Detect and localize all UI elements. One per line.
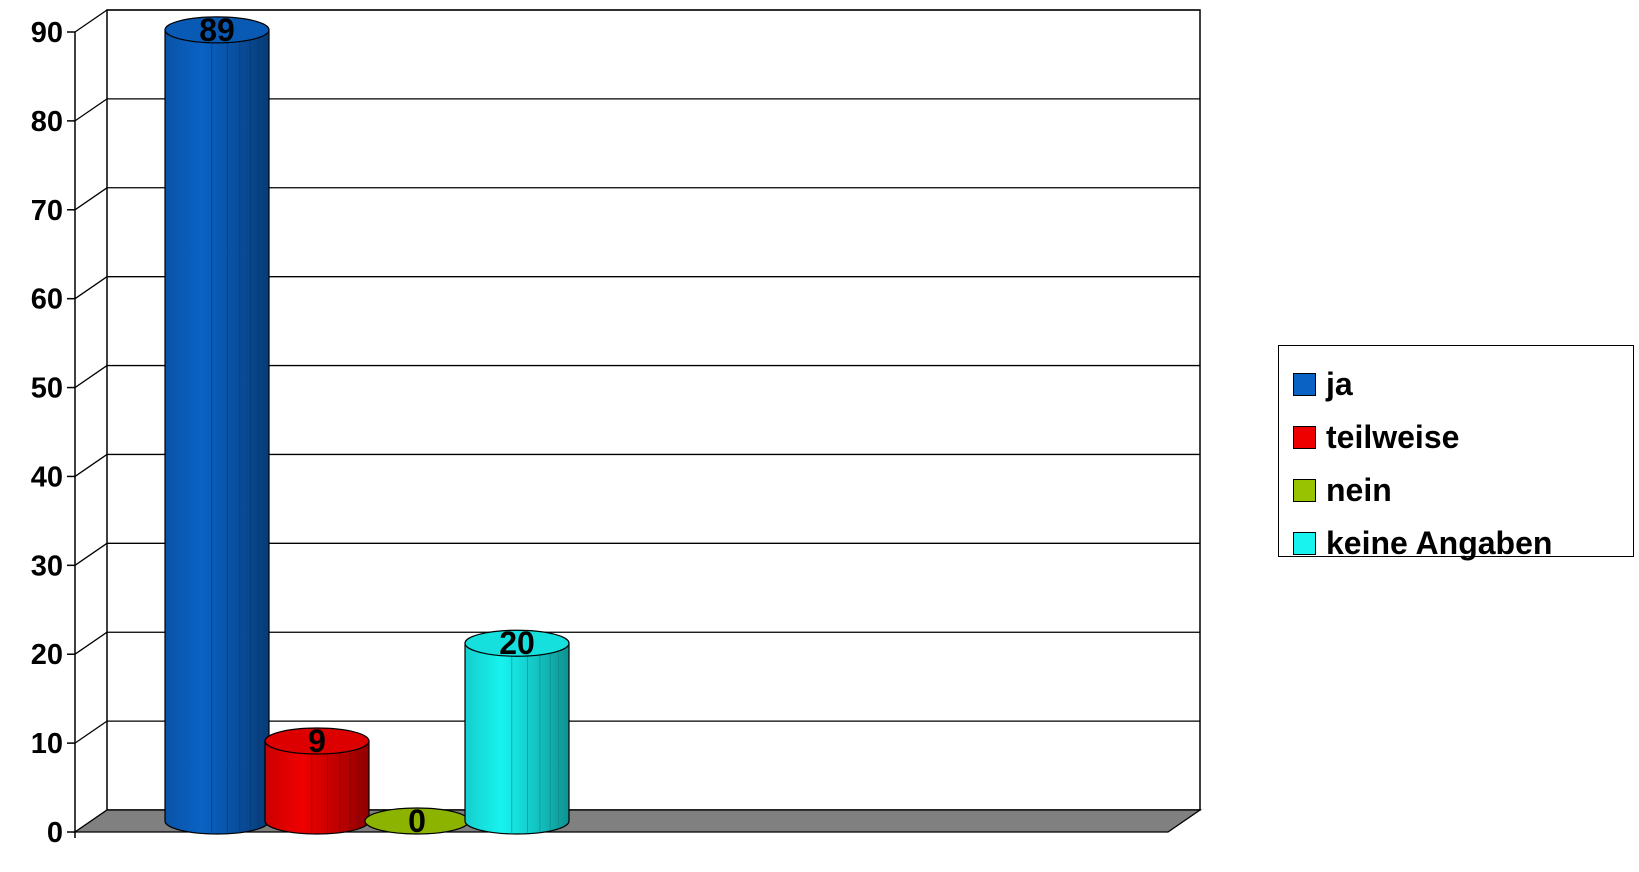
bar-top [464, 629, 570, 657]
bar-top [264, 727, 370, 755]
legend-item-keine-angaben: keine Angaben [1293, 517, 1633, 570]
bar-keine-angaben [464, 629, 570, 835]
y-tick-label: 80 [31, 106, 63, 138]
gridline-connector [74, 187, 108, 211]
bar-teilweise [264, 727, 370, 835]
legend-item-teilweise: teilweise [1293, 411, 1633, 464]
legend-item-ja: ja [1293, 358, 1633, 411]
data-label: 20 [499, 625, 535, 661]
y-tick-labels: 0 10 20 30 40 50 60 70 80 90 [31, 17, 63, 849]
legend: ja teilweise nein keine Angaben [1278, 345, 1634, 561]
data-label: 9 [308, 723, 326, 759]
y-tick-label: 50 [31, 373, 63, 405]
gridline-connector [74, 542, 108, 566]
y-tick-label: 10 [31, 728, 63, 760]
y-tick-label: 30 [31, 550, 63, 582]
legend-swatch [1293, 426, 1316, 449]
y-tick-label: 20 [31, 639, 63, 671]
bars [164, 16, 570, 835]
y-tick-label: 0 [47, 817, 63, 849]
gridline-connector [74, 365, 108, 389]
gridline-connector [74, 720, 108, 744]
gridline-connector [74, 276, 108, 300]
bar-body [464, 642, 570, 835]
legend-swatch [1293, 479, 1316, 502]
gridline-connector [74, 631, 108, 655]
legend-label: teilweise [1326, 419, 1460, 455]
gridline-connector [74, 98, 108, 122]
legend-label: nein [1326, 472, 1392, 508]
bar-body [164, 29, 270, 835]
y-tick-label: 40 [31, 461, 63, 493]
bar-top [164, 16, 270, 44]
legend-swatch [1293, 373, 1316, 396]
y-tick-label: 70 [31, 195, 63, 227]
y-axis [67, 31, 76, 838]
gridline-connector [74, 9, 108, 33]
data-labels: 89 9 0 20 [199, 12, 535, 839]
legend-swatch [1293, 532, 1316, 555]
back-wall [106, 9, 1201, 811]
data-label: 0 [408, 803, 426, 839]
plot-back-wall [106, 9, 1201, 811]
data-label: 89 [199, 12, 235, 48]
bar-ja [164, 16, 270, 835]
legend-label: ja [1326, 366, 1353, 402]
y-tick-label: 90 [31, 17, 63, 49]
y-tick-label: 60 [31, 284, 63, 316]
legend-item-nein: nein [1293, 464, 1633, 517]
legend-label: keine Angaben [1326, 525, 1553, 561]
gridline-connector [74, 453, 108, 477]
